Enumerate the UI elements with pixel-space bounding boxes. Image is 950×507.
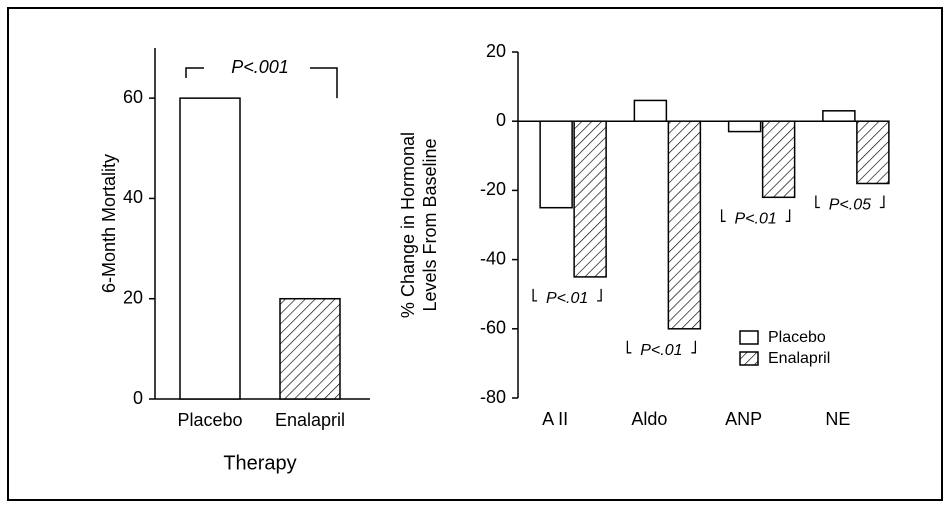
significance-bracket xyxy=(626,340,697,354)
x-tick-label: Placebo xyxy=(177,410,242,430)
y-tick-label: 0 xyxy=(133,388,143,408)
y-axis-label: Levels From Baseline xyxy=(420,138,440,311)
significance-bracket xyxy=(815,195,885,209)
y-tick-label: -60 xyxy=(480,318,506,338)
y-tick-label: -80 xyxy=(480,387,506,407)
y-tick-label: -40 xyxy=(480,248,506,268)
bar xyxy=(822,110,856,122)
y-axis-label: % Change in Hormonal xyxy=(398,132,418,318)
x-axis-label: Therapy xyxy=(223,452,296,474)
legend-label: Placebo xyxy=(768,329,826,346)
x-tick-label: ANP xyxy=(725,409,762,429)
y-tick-label: 0 xyxy=(496,110,506,130)
bar xyxy=(279,297,341,400)
bar xyxy=(761,120,796,199)
y-tick-label: 40 xyxy=(123,187,143,207)
x-tick-label: NE xyxy=(825,409,850,429)
annotation: P<.01 xyxy=(546,290,588,307)
x-tick-label: A II xyxy=(542,409,568,429)
bar xyxy=(539,120,573,209)
significance-bracket xyxy=(720,209,791,222)
frame xyxy=(7,7,943,501)
annotation: P<.05 xyxy=(829,197,871,214)
significance-bracket xyxy=(532,288,602,302)
y-tick-label: 60 xyxy=(123,87,143,107)
bar xyxy=(727,120,762,133)
bar xyxy=(633,99,668,122)
bar xyxy=(573,120,607,278)
legend-swatch xyxy=(739,351,759,366)
x-tick-label: Aldo xyxy=(631,409,667,429)
legend-label: Enalapril xyxy=(768,350,830,367)
annotation: P<.01 xyxy=(734,211,776,228)
y-tick-label: 20 xyxy=(486,41,506,61)
bar xyxy=(179,97,241,400)
bar xyxy=(667,120,702,330)
annotation: P<.01 xyxy=(640,342,682,359)
y-tick-label: 20 xyxy=(123,287,143,307)
x-tick-label: Enalapril xyxy=(275,410,345,430)
bar xyxy=(856,120,890,185)
y-tick-label: -20 xyxy=(480,179,506,199)
significance-bracket xyxy=(185,67,338,99)
annotation: P<.001 xyxy=(231,57,289,77)
legend-swatch xyxy=(739,330,759,345)
y-axis-label: 6-Month Mortality xyxy=(99,154,119,293)
